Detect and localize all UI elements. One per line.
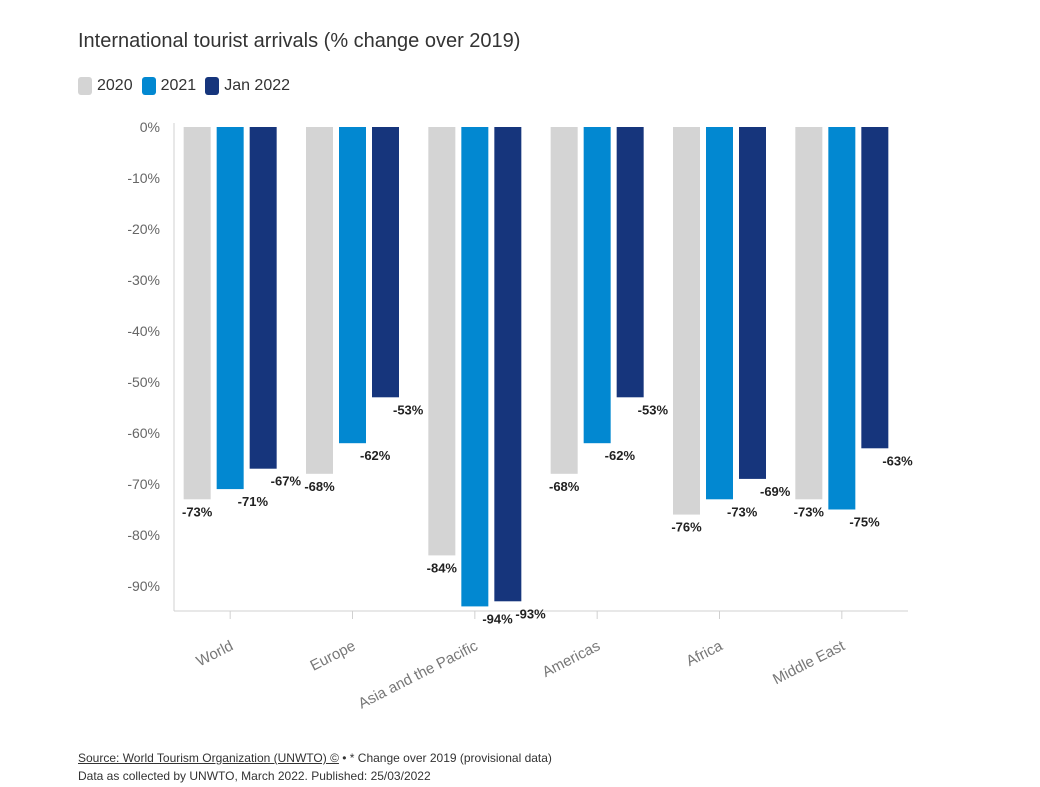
data-label-world-2020: -73%: [182, 504, 213, 519]
data-label-africa-2020: -76%: [671, 520, 702, 535]
footer-note: • * Change over 2019 (provisional data): [338, 751, 552, 765]
bar-asia-and-the-pacific-2020: [428, 127, 456, 556]
y-tick-label: -50%: [127, 374, 160, 390]
data-label-africa-jan-2022: -69%: [760, 484, 791, 499]
x-tick-label-asia-and-the-pacific: Asia and the Pacific: [356, 637, 482, 712]
bar-world-2021: [216, 127, 244, 490]
y-tick-label: -60%: [127, 425, 160, 441]
source-link[interactable]: Source: World Tourism Organization (UNWT…: [78, 751, 339, 765]
legend-label-jan-2022: Jan 2022: [224, 77, 291, 94]
data-label-middle-east-2020: -73%: [794, 504, 825, 519]
y-tick-label: -30%: [127, 272, 160, 288]
footer: Source: World Tourism Organization (UNWT…: [78, 749, 552, 785]
legend-swatch-jan-2022: [205, 77, 220, 95]
bar-middle-east-2021: [828, 127, 856, 510]
bar-europe-jan-2022: [372, 127, 399, 398]
bar-asia-and-the-pacific-2021: [461, 127, 489, 607]
bar-world-jan-2022: [249, 127, 277, 469]
data-label-world-2021: -71%: [238, 494, 269, 509]
legend-item-jan-2022[interactable]: Jan 2022: [205, 77, 290, 95]
bar-world-2020: [183, 127, 211, 500]
x-tick-label-africa: Africa: [683, 637, 725, 670]
y-tick-label: -20%: [127, 221, 160, 237]
y-tick-label: 0%: [140, 119, 160, 135]
chart-title: International tourist arrivals (% change…: [78, 30, 521, 52]
bar-africa-2020: [673, 127, 700, 515]
legend: 2020 2021 Jan 2022: [78, 77, 299, 95]
bar-africa-2021: [706, 127, 733, 500]
bar-europe-2021: [339, 127, 366, 444]
bar-europe-2020: [306, 127, 333, 474]
data-label-americas-2021: -62%: [605, 448, 636, 463]
data-label-middle-east-2021: -75%: [849, 515, 880, 530]
bar-africa-jan-2022: [739, 127, 766, 479]
bar-americas-2020: [550, 127, 578, 474]
data-label-asia-and-the-pacific-jan-2022: -93%: [515, 606, 546, 621]
y-tick-label: -10%: [127, 170, 160, 186]
legend-label-2020: 2020: [97, 77, 133, 94]
x-tick-label-world: World: [194, 637, 236, 670]
data-label-americas-jan-2022: -53%: [638, 402, 669, 417]
y-tick-label: -90%: [127, 578, 160, 594]
data-label-asia-and-the-pacific-2020: -84%: [427, 560, 458, 575]
legend-item-2020[interactable]: 2020: [78, 77, 133, 95]
y-tick-label: -80%: [127, 527, 160, 543]
bar-americas-jan-2022: [616, 127, 644, 398]
legend-label-2021: 2021: [160, 77, 197, 94]
legend-item-2021[interactable]: 2021: [141, 77, 197, 95]
bar-americas-2021: [583, 127, 611, 444]
data-label-africa-2021: -73%: [727, 504, 758, 519]
data-label-americas-2020: -68%: [549, 479, 580, 494]
y-tick-label: -40%: [127, 323, 160, 339]
bar-middle-east-2020: [795, 127, 823, 500]
x-tick-label-europe: Europe: [307, 637, 358, 674]
legend-swatch-2021: [141, 77, 156, 95]
data-label-europe-jan-2022: -53%: [393, 402, 424, 417]
data-label-europe-2021: -62%: [360, 448, 391, 463]
x-tick-label-middle-east: Middle East: [770, 637, 848, 688]
y-tick-label: -70%: [127, 476, 160, 492]
legend-swatch-2020: [78, 77, 92, 95]
bar-middle-east-jan-2022: [861, 127, 889, 449]
data-label-asia-and-the-pacific-2021: -94%: [482, 611, 513, 626]
bar-asia-and-the-pacific-jan-2022: [494, 127, 522, 602]
data-label-middle-east-jan-2022: -63%: [882, 453, 913, 468]
footer-published: Data as collected by UNWTO, March 2022. …: [78, 769, 431, 783]
x-tick-label-americas: Americas: [540, 637, 603, 681]
data-label-europe-2020: -68%: [304, 479, 335, 494]
data-label-world-jan-2022: -67%: [271, 474, 302, 489]
